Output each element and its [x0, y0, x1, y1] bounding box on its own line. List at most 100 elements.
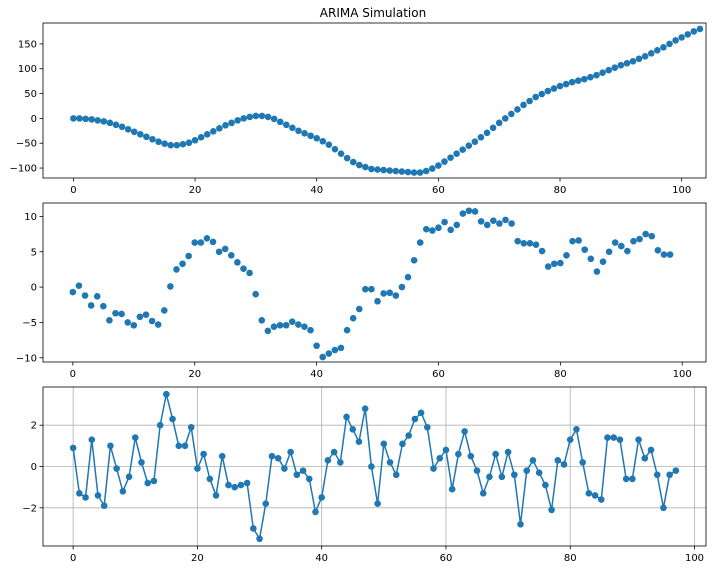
data-point — [380, 440, 388, 448]
data-point — [417, 409, 425, 417]
data-point — [447, 226, 454, 234]
data-point — [591, 492, 599, 499]
data-point — [112, 309, 119, 317]
data-point — [562, 80, 570, 88]
data-point — [187, 423, 195, 431]
data-point — [210, 128, 217, 135]
data-point — [169, 415, 176, 423]
x-tick-label: 60 — [432, 185, 445, 196]
data-point — [293, 471, 301, 479]
data-point — [258, 317, 266, 324]
data-point — [100, 302, 107, 310]
data-point — [295, 127, 302, 135]
data-point — [666, 251, 674, 258]
data-point — [276, 118, 284, 126]
data-point — [258, 112, 266, 120]
y-tick-label: −5 — [22, 318, 37, 329]
data-point — [130, 321, 138, 329]
data-point — [203, 235, 211, 242]
data-point — [228, 251, 235, 259]
data-point — [435, 162, 442, 169]
data-point — [610, 434, 618, 441]
data-point — [563, 251, 570, 259]
data-point — [473, 467, 481, 474]
data-point — [461, 428, 468, 435]
data-point — [641, 52, 649, 60]
data-point — [523, 467, 531, 474]
data-point — [237, 481, 245, 489]
data-point — [343, 326, 351, 334]
data-point — [666, 40, 673, 48]
data-point — [554, 457, 562, 464]
data-point — [268, 452, 276, 460]
data-point — [362, 163, 369, 171]
data-point — [678, 34, 685, 41]
data-point — [448, 485, 456, 493]
data-point — [325, 350, 333, 357]
data-point — [459, 210, 467, 217]
data-point — [76, 115, 83, 122]
data-point — [156, 421, 164, 429]
data-point — [349, 158, 357, 166]
data-point — [368, 285, 375, 293]
data-point — [404, 273, 412, 281]
data-point — [501, 115, 509, 122]
data-point — [647, 446, 655, 454]
data-point — [398, 168, 406, 175]
data-point — [654, 247, 662, 254]
data-point — [343, 154, 351, 162]
data-point — [270, 115, 278, 123]
data-point — [544, 87, 552, 95]
data-point — [544, 263, 552, 270]
data-point — [611, 64, 619, 72]
data-point — [167, 283, 174, 290]
data-point — [672, 37, 679, 44]
data-point — [647, 50, 655, 57]
data-point — [636, 235, 643, 243]
data-point — [288, 318, 296, 326]
data-point — [526, 97, 533, 105]
data-point — [203, 130, 211, 138]
data-point — [312, 508, 319, 516]
data-point — [520, 239, 528, 247]
x-tick-label: 100 — [685, 553, 704, 564]
data-point — [654, 47, 661, 54]
y-tick-label: 50 — [24, 89, 37, 100]
data-point — [179, 140, 187, 148]
data-point — [136, 313, 144, 321]
data-point — [374, 297, 381, 305]
data-point — [283, 121, 290, 129]
data-point — [355, 438, 363, 446]
data-point — [349, 314, 357, 322]
x-tick-label: 20 — [188, 369, 201, 380]
data-point — [629, 57, 637, 65]
data-point — [618, 242, 625, 250]
x-tick-label: 0 — [70, 185, 76, 196]
data-point — [331, 346, 339, 354]
data-point — [660, 251, 668, 258]
data-point — [442, 446, 450, 454]
data-point — [349, 426, 357, 433]
data-point — [191, 239, 199, 246]
data-point — [430, 465, 437, 472]
x-tick-label: 80 — [564, 553, 577, 564]
data-point — [573, 426, 580, 433]
data-point — [179, 260, 186, 268]
data-point — [660, 44, 667, 51]
data-point — [386, 459, 394, 466]
data-point — [622, 475, 630, 483]
data-point — [256, 535, 263, 543]
data-point — [118, 310, 125, 318]
x-tick-label: 100 — [673, 369, 692, 380]
data-point — [447, 154, 454, 161]
data-point — [274, 454, 282, 462]
data-point — [605, 248, 613, 256]
data-point — [630, 237, 637, 245]
data-point — [75, 282, 83, 289]
data-point — [453, 221, 461, 229]
data-point — [94, 117, 102, 124]
data-point — [386, 289, 394, 297]
data-point — [617, 61, 625, 69]
data-point — [137, 130, 144, 138]
